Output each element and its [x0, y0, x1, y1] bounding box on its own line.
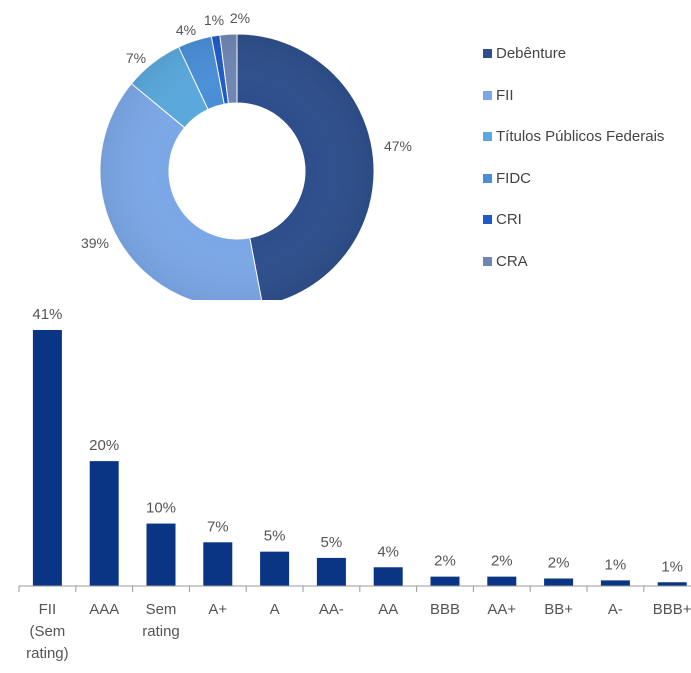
donut-data-label-cra: 2% — [230, 10, 250, 26]
legend-label: Títulos Públicos Federais — [496, 128, 665, 146]
bar-value-label-a: 1% — [605, 556, 627, 573]
donut-data-label-cri: 1% — [204, 12, 224, 28]
donut-data-label-fidc: 4% — [176, 22, 196, 38]
bar-value-label-bbb: 2% — [434, 553, 456, 570]
legend-label: FII — [496, 86, 514, 104]
legend-swatch — [483, 90, 492, 100]
legend-item-titulos-publicos-federais: Títulos Públicos Federais — [483, 116, 664, 158]
bar-value-label-aa: 5% — [321, 534, 343, 551]
bar-aplus — [203, 542, 233, 586]
bar-value-label-aplus: 7% — [207, 518, 229, 535]
category-label-aplus: A+ — [208, 601, 227, 618]
bar-value-label-bbbplus: 1% — [661, 558, 683, 575]
legend-swatch — [483, 173, 492, 183]
category-label-sem-rating: Sem rating — [142, 601, 180, 640]
category-label-bbbplus: BBB+ — [653, 601, 691, 618]
bar-value-label-aa: 4% — [377, 543, 399, 560]
bar-fii-sem-rating — [32, 330, 62, 586]
legend-swatch — [483, 132, 492, 142]
donut-slice-debenture — [236, 33, 375, 300]
legend-item-cri: CRI — [483, 199, 664, 241]
bar-a — [260, 551, 290, 586]
legend-label: CRI — [496, 211, 522, 229]
donut-data-label-fii: 39% — [81, 235, 109, 251]
legend-swatch — [483, 215, 492, 225]
bar-a — [600, 580, 630, 586]
bar-aa — [373, 567, 403, 586]
bar-aa — [316, 557, 346, 586]
legend-label: Debênture — [496, 45, 567, 63]
bar-aaplus — [487, 576, 517, 586]
bar-value-label-aaa: 20% — [89, 437, 119, 454]
donut-data-label-titulos-publicos-federais: 7% — [126, 50, 146, 66]
category-label-bbplus: BB+ — [544, 601, 573, 618]
category-label-a: A- — [608, 601, 623, 618]
bar-value-label-a: 5% — [264, 528, 286, 545]
bar-value-label-bbplus: 2% — [548, 555, 570, 572]
bar-bbb — [430, 576, 460, 586]
category-label-aaplus: AA+ — [487, 601, 516, 618]
category-label-fii-sem-rating: FII (Sem rating) — [26, 601, 69, 662]
bar-aaa — [89, 461, 119, 586]
donut-data-label-debenture: 47% — [384, 138, 412, 154]
bar-value-label-sem-rating: 10% — [146, 500, 176, 517]
category-label-a: A — [270, 601, 280, 618]
legend-label: FIDC — [496, 169, 531, 187]
bar-value-label-aaplus: 2% — [491, 553, 513, 570]
legend-item-fii: FII — [483, 75, 664, 117]
bar-bbbplus — [657, 582, 687, 586]
category-label-aa: AA- — [319, 601, 344, 618]
bar-sem-rating — [146, 523, 176, 586]
legend-swatch — [483, 49, 492, 59]
legend-item-debenture: Debênture — [483, 33, 664, 75]
donut-chart: 47% 39% 7% 4% 1% 2% — [81, 10, 412, 300]
legend-item-fidc: FIDC — [483, 158, 664, 200]
legend-swatch — [483, 256, 492, 266]
bar-bbplus — [544, 578, 574, 586]
category-label-bbb: BBB — [430, 601, 460, 618]
bar-chart: 41% 20% 10% 7% 5% 5% 4% 2% 2% 2% 1% 1% FII (Sem ratin… — [18, 306, 691, 662]
category-label-aaa: AAA — [89, 601, 119, 618]
category-label-aa: AA — [378, 601, 398, 618]
bar-value-label-fii-sem-rating: 41% — [32, 306, 62, 323]
legend-item-cra: CRA — [483, 241, 664, 283]
donut-legend: Debênture FII Títulos Públicos Federais FID… — [483, 33, 664, 282]
legend-label: CRA — [496, 252, 528, 270]
